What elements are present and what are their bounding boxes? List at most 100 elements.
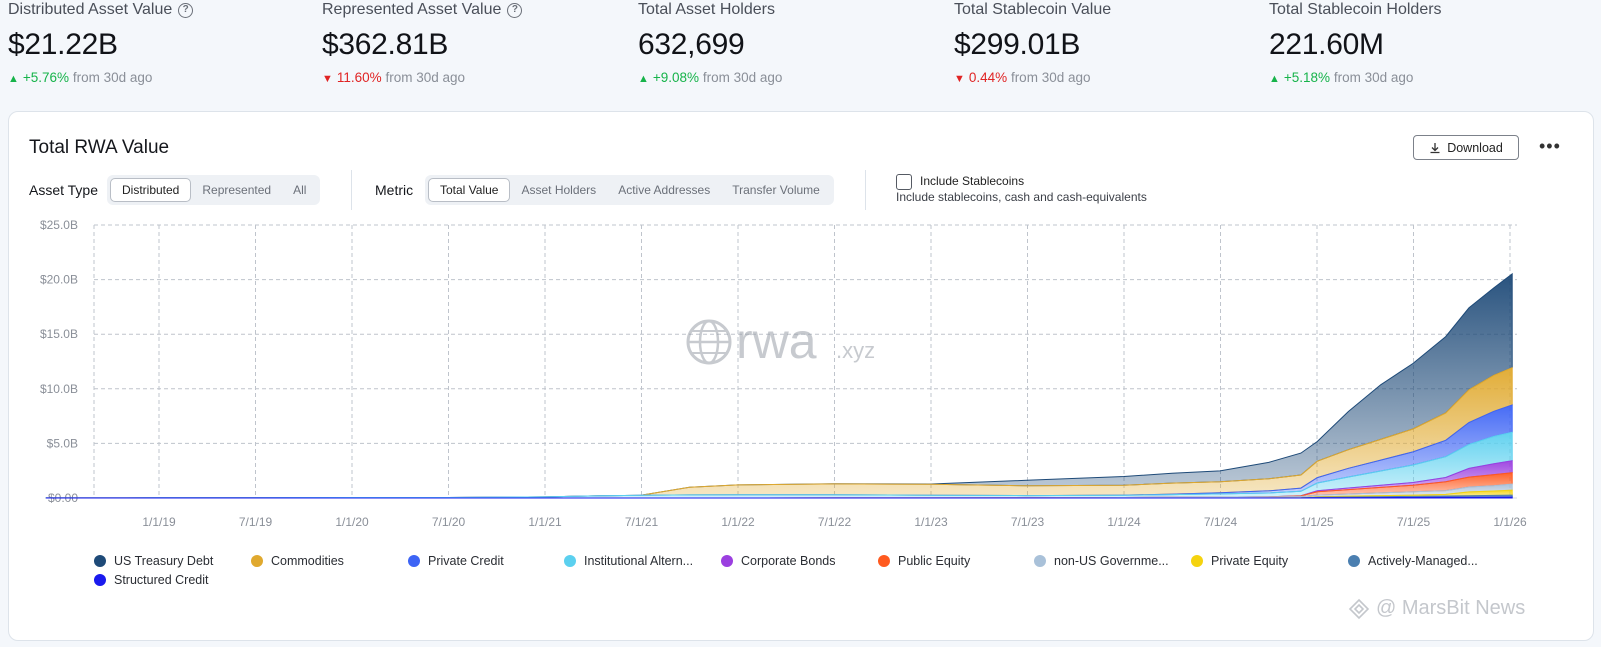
legend-dot-icon [94,555,106,567]
legend-label: Public Equity [898,554,971,568]
legend-item-structured-credit[interactable]: Structured Credit [94,573,208,587]
legend-dot-icon [408,555,420,567]
x-tick-label: 7/1/20 [432,515,466,529]
arrow-up-icon: ▲ [1269,73,1280,85]
stat-represented-asset-value: Represented Asset Value? $362.81B ▼ 11.60… [322,0,523,88]
legend-dot-icon [564,555,576,567]
legend-dot-icon [251,555,263,567]
x-tick-label: 7/1/25 [1397,515,1431,529]
watermark-rwa: rwa [736,313,817,369]
change-suffix: from 30d ago [1333,70,1414,85]
stat-label: Represented Asset Value [322,1,502,18]
y-tick-label: $25.0B [40,218,78,232]
legend-dot-icon [721,555,733,567]
change-suffix: from 30d ago [385,70,466,85]
metric-asset-holders[interactable]: Asset Holders [521,183,597,197]
stat-value: 221.60M [1269,28,1384,61]
divider [865,170,866,210]
legend-label: Commodities [271,554,344,568]
help-icon[interactable]: ? [507,2,523,18]
legend-label: Institutional Altern... [584,554,694,568]
stat-value: $21.22B [8,28,118,61]
y-tick-label: $15.0B [40,327,78,341]
change-up: ▲ +5.76% [8,70,70,85]
legend-item-non-us-governme[interactable]: non-US Governme... [1034,554,1169,568]
x-tick-label: 7/1/23 [1011,515,1045,529]
stat-distributed-asset-value: Distributed Asset Value? $21.22B ▲ +5.76%… [8,0,194,88]
metric-transfer-volume[interactable]: Transfer Volume [732,183,820,197]
legend-label: Private Credit [428,554,504,568]
x-tick-label: 1/1/20 [335,515,369,529]
x-tick-label: 1/1/22 [721,515,755,529]
change-up: ▲ +5.18% [1269,70,1331,85]
change-down: ▼ 11.60% [322,70,382,85]
download-button[interactable]: Download [1413,135,1519,160]
stat-label: Total Asset Holders [638,1,775,18]
help-icon[interactable]: ? [178,2,194,18]
metric-toggle: Total Value Asset Holders Active Address… [425,175,834,205]
stats-bar: Distributed Asset Value? $21.22B ▲ +5.76%… [0,0,1601,100]
change-suffix: from 30d ago [72,70,153,85]
change-suffix: from 30d ago [1010,70,1091,85]
change-down: ▼ 0.44% [954,70,1008,85]
legend-item-private-equity[interactable]: Private Equity [1191,554,1288,568]
include-stablecoins-label[interactable]: Include Stablecoins [920,174,1025,188]
legend-label: Actively-Managed... [1368,554,1478,568]
legend-dot-icon [1191,555,1203,567]
legend-label: Structured Credit [114,573,209,587]
x-tick-label: 7/1/22 [818,515,852,529]
asset-type-label: Asset Type [29,182,99,198]
legend-dot-icon [1348,555,1360,567]
arrow-down-icon: ▼ [954,73,965,85]
legend-dot-icon [94,574,106,586]
legend-label: Private Equity [1211,554,1289,568]
stat-label: Total Stablecoin Holders [1269,1,1442,18]
asset-type-represented[interactable]: Represented [202,183,272,197]
legend-dot-icon [878,555,890,567]
y-tick-label: $5.0B [47,436,78,450]
legend-item-commodities[interactable]: Commodities [251,554,344,568]
metric-active-addresses[interactable]: Active Addresses [618,183,711,197]
stat-total-asset-holders: Total Asset Holders 632,699 ▲ +9.08% from… [638,0,782,88]
x-tick-label: 1/1/23 [914,515,948,529]
metric-label: Metric [375,182,414,198]
change-suffix: from 30d ago [702,70,783,85]
watermark-text: @ MarsBit News [1376,597,1526,619]
stat-label: Total Stablecoin Value [954,1,1112,18]
marsbit-watermark: @ MarsBit News [1348,597,1525,620]
stat-total-stablecoin-holders: Total Stablecoin Holders 221.60M ▲ +5.18%… [1269,0,1442,88]
area-structured-credit [45,496,1513,499]
x-tick-label: 1/1/19 [142,515,176,529]
legend-label: Corporate Bonds [741,554,836,568]
include-stablecoins-description: Include stablecoins, cash and cash-equiv… [896,190,1147,204]
legend-label: US Treasury Debt [114,554,214,568]
y-tick-label: $20.0B [40,273,78,287]
asset-type-toggle: Distributed Represented All [107,175,321,205]
chart-areas [45,272,1513,499]
legend-item-institutional-altern[interactable]: Institutional Altern... [564,554,693,568]
legend-item-actively-managed[interactable]: Actively-Managed... [1348,554,1478,568]
legend-item-us-treasury-debt[interactable]: US Treasury Debt [94,554,213,568]
legend-item-corporate-bonds[interactable]: Corporate Bonds [721,554,836,568]
more-options-button[interactable]: ••• [1539,136,1561,156]
arrow-down-icon: ▼ [322,73,333,85]
asset-type-all[interactable]: All [293,183,307,197]
metric-total-value[interactable]: Total Value [428,178,511,202]
download-label: Download [1447,140,1503,155]
legend-item-public-equity[interactable]: Public Equity [878,554,970,568]
marsbit-logo-icon [1348,598,1370,619]
divider [351,170,352,210]
x-tick-label: 7/1/19 [239,515,273,529]
area-us-treasury-debt [45,272,1513,499]
change-up: ▲ +9.08% [638,70,700,85]
card-title: Total RWA Value [29,137,170,158]
stat-label: Distributed Asset Value [8,1,173,18]
x-tick-label: 7/1/24 [1204,515,1238,529]
x-tick-label: 1/1/24 [1107,515,1141,529]
legend-item-private-credit[interactable]: Private Credit [408,554,504,568]
asset-type-distributed[interactable]: Distributed [110,178,192,202]
include-stablecoins-checkbox[interactable] [896,174,912,190]
arrow-up-icon: ▲ [8,73,19,85]
legend-dot-icon [1034,555,1046,567]
x-tick-label: 1/1/26 [1493,515,1527,529]
